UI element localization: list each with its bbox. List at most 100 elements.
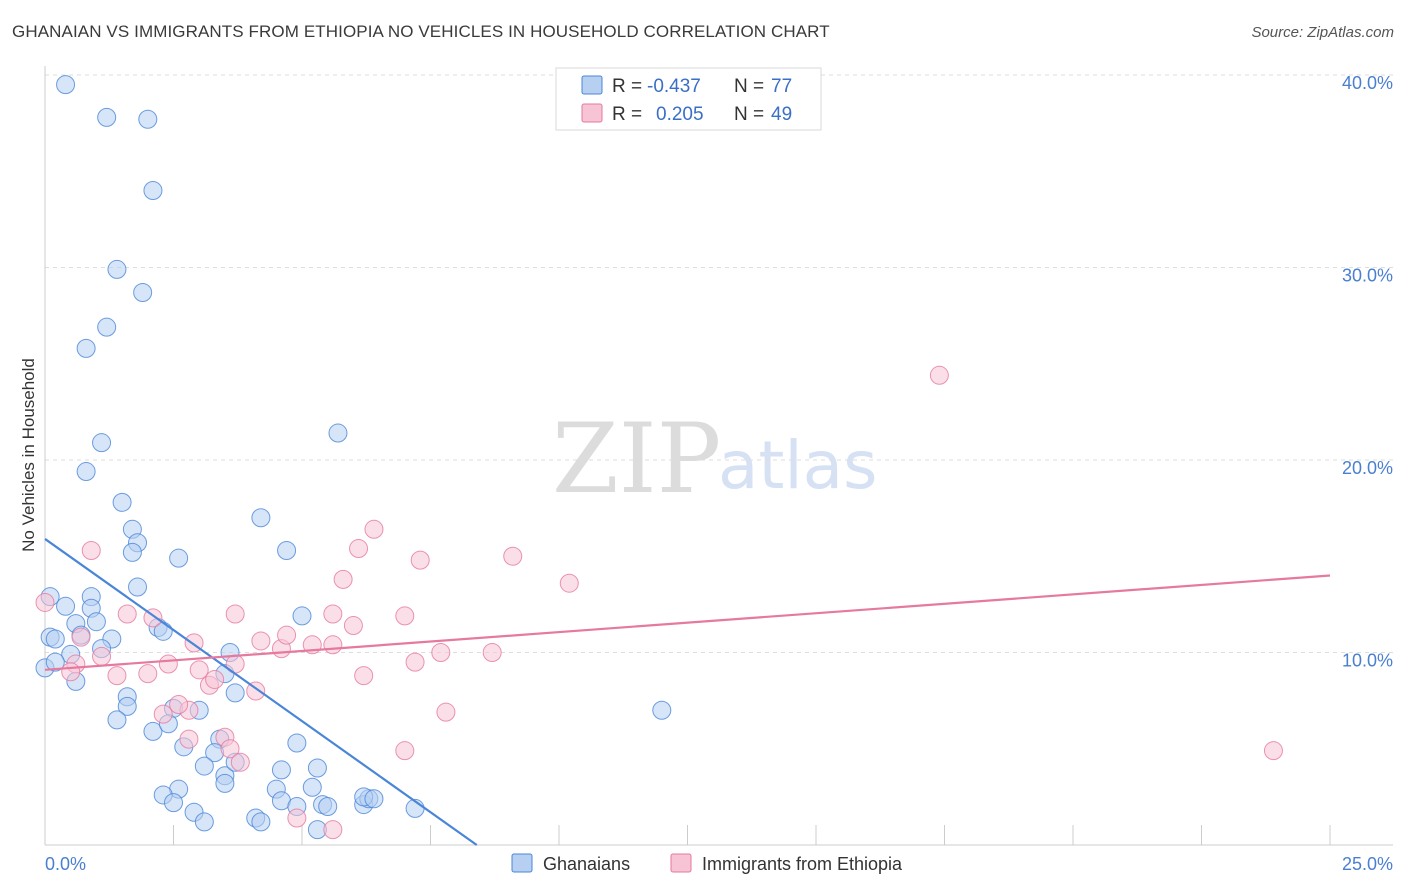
legend-r-label-1: R = xyxy=(612,76,642,97)
ethiopia-trend-line xyxy=(44,574,1331,671)
axes xyxy=(44,66,1393,846)
ethiopia-point xyxy=(354,666,374,686)
ethiopia-point xyxy=(225,604,245,624)
ethiopia-point xyxy=(107,666,127,686)
ghanaians-point xyxy=(112,492,132,512)
ghanaians-point xyxy=(164,793,183,813)
legend-swatch-ghanaians xyxy=(581,75,603,95)
ethiopia-point xyxy=(482,643,502,662)
series-ethiopia-points xyxy=(35,365,1283,840)
legend: R = -0.437 N = 77 R = 0.205 N = 49 xyxy=(555,67,822,131)
gridlines xyxy=(45,74,1393,653)
ghanaians-point xyxy=(122,542,142,562)
legend-n-label-2: N = xyxy=(734,104,764,125)
ghanaians-point xyxy=(138,109,158,129)
ethiopia-point xyxy=(71,627,91,647)
ethiopia-point xyxy=(158,654,178,674)
ghanaians-point xyxy=(251,812,271,832)
ethiopia-point xyxy=(503,546,523,566)
ghanaians-point xyxy=(169,548,189,568)
ethiopia-point xyxy=(410,550,430,570)
ethiopia-point xyxy=(436,702,456,722)
y-axis-label: No Vehicles in Household xyxy=(19,358,38,552)
ethiopia-point xyxy=(1263,741,1283,761)
watermark-atlas: atlas xyxy=(718,427,878,504)
ethiopia-point xyxy=(333,569,353,589)
ghanaians-point xyxy=(76,462,96,482)
ghanaians-point xyxy=(318,797,338,816)
y-tick-label: 30.0% xyxy=(1342,266,1393,286)
ethiopia-point xyxy=(246,681,266,701)
ethiopia-point xyxy=(205,669,225,689)
ghanaians-point xyxy=(194,756,214,776)
trend-lines xyxy=(44,538,1331,846)
ghanaians-point xyxy=(143,181,163,200)
bottom-legend: Ghanaians Immigrants from Ethiopia xyxy=(511,853,903,874)
ghanaians-point xyxy=(225,683,245,703)
legend-swatch-ethiopia xyxy=(581,103,603,123)
ghanaians-point xyxy=(107,710,127,730)
ghanaians-point xyxy=(45,652,65,672)
ethiopia-point xyxy=(153,704,173,724)
ghanaians-point xyxy=(251,508,271,528)
ethiopia-point xyxy=(323,604,343,624)
ghanaians-point xyxy=(107,259,127,279)
y-tick-label: 10.0% xyxy=(1342,651,1393,671)
ethiopia-point xyxy=(61,662,81,682)
legend-r-value-1: -0.437 xyxy=(647,76,701,97)
ghanaians-point xyxy=(302,777,322,797)
ghanaians-point xyxy=(215,773,235,793)
ethiopia-point xyxy=(349,539,369,559)
legend-n-value-1: 77 xyxy=(771,76,792,97)
ethiopia-point xyxy=(169,694,189,714)
legend-n-value-2: 49 xyxy=(771,104,792,125)
ghanaians-point xyxy=(271,760,291,780)
ghanaians-point xyxy=(194,812,214,832)
ethiopia-point xyxy=(431,643,451,662)
legend-n-label-1: N = xyxy=(734,76,764,97)
bottom-legend-swatch-ethiopia xyxy=(670,853,692,873)
legend-r-value-2: 0.205 xyxy=(656,104,704,125)
ethiopia-point xyxy=(323,820,343,840)
ghanaians-trend-line xyxy=(44,538,478,846)
ethiopia-point xyxy=(138,664,158,684)
ethiopia-point xyxy=(251,631,271,651)
ghanaians-point xyxy=(45,629,65,649)
ethiopia-point xyxy=(92,646,112,666)
ethiopia-point xyxy=(277,625,297,645)
ethiopia-point xyxy=(323,635,343,655)
ghanaians-point xyxy=(328,423,348,443)
ghanaians-point xyxy=(92,433,112,453)
ghanaians-point xyxy=(117,696,137,716)
legend-r-label-2: R = xyxy=(612,104,642,125)
ghanaians-point xyxy=(97,317,117,337)
y-tick-label: 20.0% xyxy=(1342,458,1393,478)
source-label: Source: ZipAtlas.com xyxy=(1251,24,1394,41)
ethiopia-point xyxy=(395,741,415,761)
ethiopia-point xyxy=(81,540,101,560)
ethiopia-point xyxy=(287,808,307,828)
bottom-legend-label-ethiopia: Immigrants from Ethiopia xyxy=(702,854,903,874)
ghanaians-point xyxy=(128,577,148,597)
ghanaians-point xyxy=(307,758,327,778)
bottom-legend-swatch-ghanaians xyxy=(511,853,533,873)
ghanaians-point xyxy=(143,721,163,741)
ethiopia-point xyxy=(220,739,240,759)
watermark-zip: ZIP xyxy=(552,403,721,515)
ethiopia-point xyxy=(405,652,425,672)
ghanaians-point xyxy=(56,596,76,616)
chart-title: GHANAIAN VS IMMIGRANTS FROM ETHIOPIA NO … xyxy=(12,22,830,41)
ethiopia-point xyxy=(559,573,579,593)
ghanaians-point xyxy=(287,733,307,753)
ethiopia-point xyxy=(117,604,137,624)
ghanaians-point xyxy=(292,606,312,626)
x-tick-label: 0.0% xyxy=(45,854,86,874)
bottom-legend-label-ghanaians: Ghanaians xyxy=(543,854,630,874)
ethiopia-point xyxy=(395,606,415,626)
ghanaians-point xyxy=(652,700,672,720)
ethiopia-point xyxy=(35,592,55,612)
y-tick-label: 40.0% xyxy=(1342,73,1393,93)
ghanaians-point xyxy=(97,107,117,127)
ghanaians-point xyxy=(133,283,153,303)
